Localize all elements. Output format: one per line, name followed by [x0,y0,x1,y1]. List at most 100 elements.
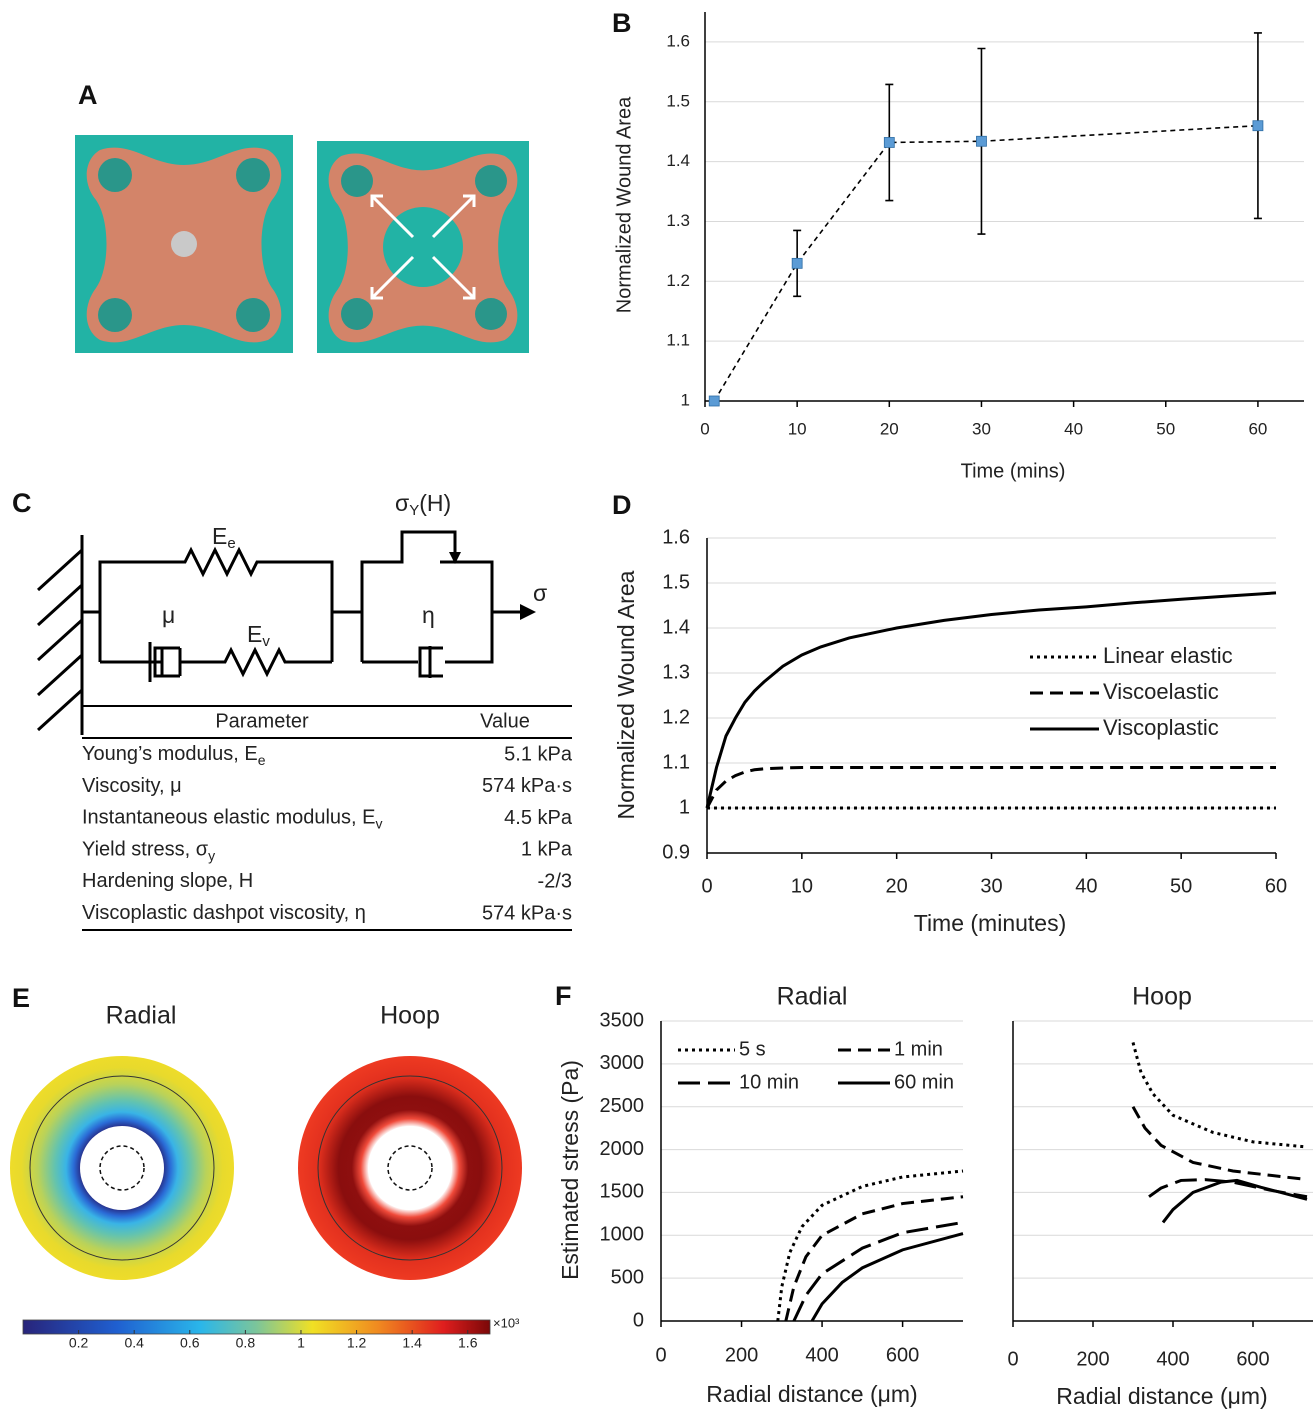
table-cell: 4.5 kPa [504,807,573,829]
table-cell: 5.1 kPa [504,743,573,765]
x-tick-label: 600 [886,1344,919,1366]
cell-sub: v [376,815,383,831]
series-line [784,1195,964,1322]
x-tick-label: 200 [725,1344,758,1366]
y-tick-label: 1.5 [662,571,690,593]
colorbar-tick-label: 0.4 [124,1335,144,1351]
x-axis-label: Time (minutes) [914,910,1067,936]
x-tick-label: 200 [1076,1348,1109,1370]
x-tick-label: 60 [1265,875,1287,897]
x-tick-label: 600 [1236,1348,1269,1370]
chart-title: Hoop [1132,983,1192,1011]
legend-label: 1 min [894,1038,943,1060]
table-cell: Viscosity, μ [82,775,182,797]
x-tick-label: 10 [791,875,813,897]
legend-label: Viscoplastic [1103,715,1219,740]
colorbar [22,1319,491,1335]
table-cell: 1 kPa [521,839,573,861]
x-tick-label: 20 [886,875,908,897]
legend-label: 5 s [739,1038,766,1060]
label-base: E [247,621,262,647]
cell-text: Viscoplastic dashpot viscosity, η [82,902,366,924]
y-tick-label: 1.6 [662,526,690,548]
series-line [1131,1042,1308,1149]
table-cell: Instantaneous elastic modulus, Ev [82,807,383,831]
colorbar-tick-label: 1.4 [402,1335,422,1351]
y-tick-label: 1.2 [662,706,690,728]
y-tick-label: 1500 [600,1181,645,1203]
x-tick-label: 20 [880,419,899,438]
panel-label: B [612,8,632,38]
marker [708,395,720,407]
scaffold-before [75,135,293,353]
cell-text: Yield stress, σ [82,839,209,861]
y-tick-label: 1.6 [666,31,690,50]
cell-sub: e [258,752,266,768]
x-axis-label: Radial distance (μm) [1056,1383,1267,1409]
x-tick-label: 0 [1007,1348,1018,1370]
y-tick-label: 1.1 [666,331,690,350]
cell-text: Hardening slope, H [82,870,253,892]
legend-label: 60 min [894,1071,954,1093]
panel-label: D [612,490,632,520]
legend-label: Linear elastic [1103,643,1233,668]
marker [976,135,987,147]
x-tick-label: 400 [1156,1348,1189,1370]
colorbar-tick-label: 1.6 [458,1335,478,1351]
label-sub: Y [409,502,419,519]
x-tick-label: 400 [805,1344,838,1366]
chart-title: Radial [777,983,848,1011]
colorbar-tick-label: 0.8 [236,1335,256,1351]
dashpot-label: μ [162,602,175,628]
table-cell: 574 kPa·s [482,902,572,924]
label-base: σ [395,490,409,516]
stress-label: σ [533,580,547,606]
y-tick-label: 500 [611,1266,644,1288]
y-tick-label: 1 [681,390,690,409]
y-axis-label: Normalized Wound Area [613,96,635,313]
x-tick-label: 40 [1064,419,1083,438]
x-tick-label: 30 [972,419,991,438]
colorbar-tick-label: 1.2 [347,1335,367,1351]
x-axis-label: Radial distance (μm) [706,1381,917,1407]
panel-label: A [78,80,98,110]
legend-label: 10 min [739,1071,799,1093]
label-tail: (H) [419,490,451,516]
y-tick-label: 1.4 [666,151,690,170]
cell-text: Young’s modulus, E [82,743,258,765]
colorbar-tick-label: 0.6 [180,1335,200,1351]
marker [883,137,895,148]
contour-radial [10,1056,234,1280]
panel-label: C [12,488,32,518]
y-tick-label: 0 [633,1309,644,1331]
x-tick-label: 0 [701,875,712,897]
series-line [705,766,1276,809]
table-rules [82,705,572,931]
contour-title: Radial [106,1002,177,1030]
y-tick-label: 2000 [600,1138,645,1160]
series-line [713,124,1258,402]
y-tick-label: 1.2 [666,271,690,290]
series-line [776,1169,964,1322]
x-tick-label: 60 [1248,419,1267,438]
y-tick-label: 0.9 [662,841,690,863]
marker [1252,120,1264,132]
yield-label: σY(H) [395,490,451,519]
contour-title: Hoop [380,1002,440,1030]
marker [791,257,803,269]
x-tick-label: 30 [980,875,1002,897]
y-tick-label: 2500 [600,1095,645,1117]
colorbar-multiplier: ×10³ [493,1315,520,1330]
series-line [810,1232,964,1322]
table-cell: Yield stress, σy [82,839,215,863]
series-line [1131,1105,1308,1182]
cell-text: Viscosity, μ [82,775,182,797]
cell-sub: y [208,847,215,863]
label-sub: v [262,633,270,650]
cell-text: Instantaneous elastic modulus, E [82,807,376,829]
scaffold-after [317,141,529,353]
spring-label: Ev [247,621,270,650]
contour-hoop [298,1056,522,1280]
series-line [792,1220,964,1322]
